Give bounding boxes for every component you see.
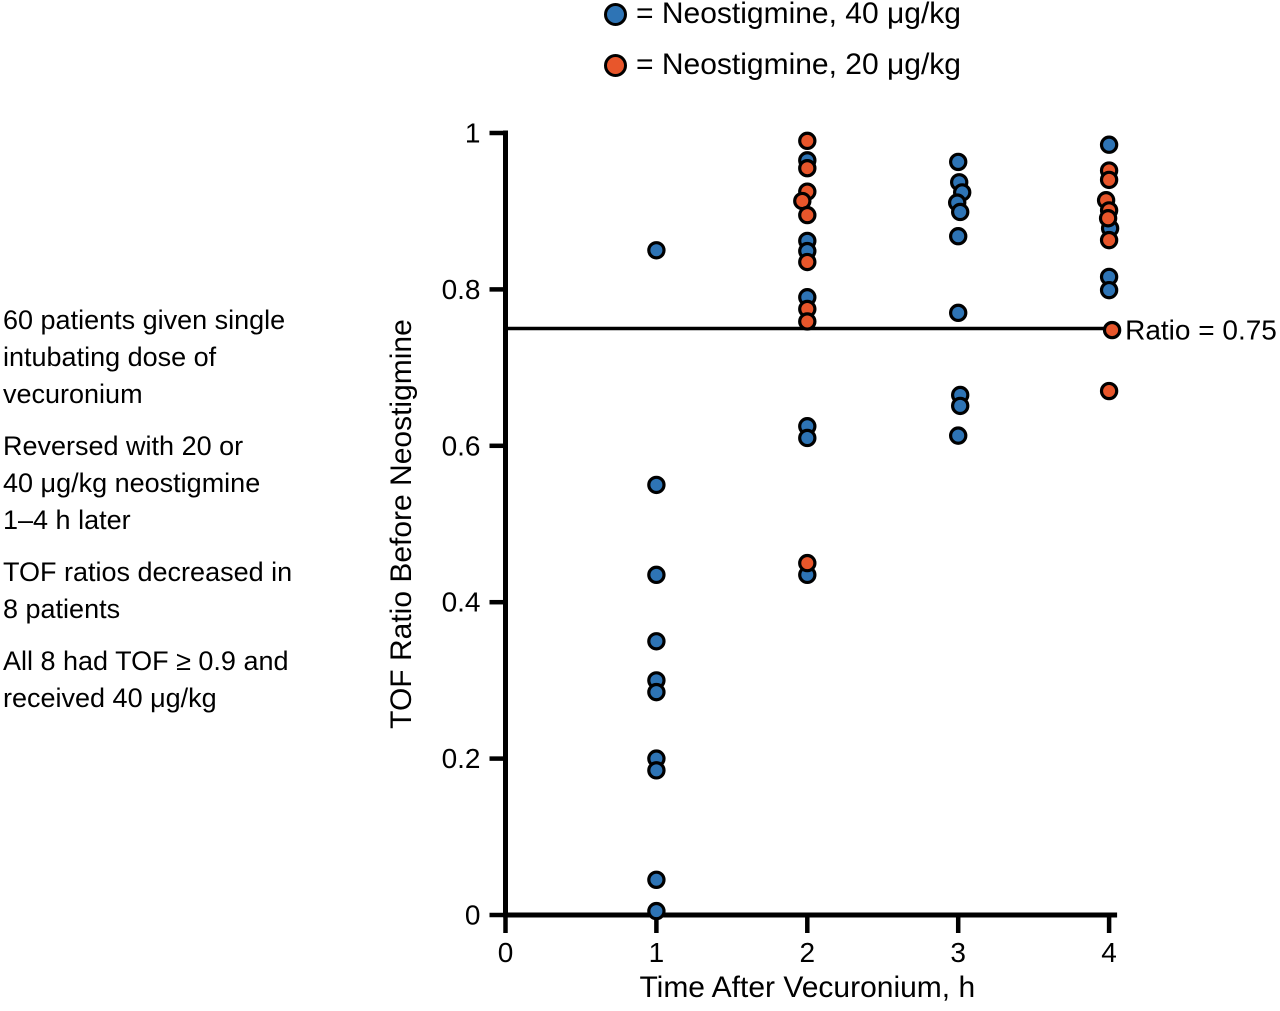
data-point-20ug [798,131,817,151]
y-tick-label: 1 [465,118,481,149]
data-point-20ug [1098,209,1118,228]
data-point-40ug [1099,280,1119,300]
data-point-20ug [1099,230,1119,250]
data-point-40ug [647,241,666,260]
data-point-20ug [798,158,817,178]
legend-item-20ug: = Neostigmine, 20 μg/kg [604,45,961,85]
y-tick-label: 0.4 [442,587,481,618]
data-point-20ug [798,252,817,272]
x-tick-label: 4 [1101,937,1117,968]
data-point-40ug [951,202,970,222]
data-point-40ug [647,870,666,890]
blue-circle-icon [604,2,627,26]
legend-item-40ug: = Neostigmine, 40 μg/kg [604,0,961,34]
data-point-40ug [647,565,666,585]
data-point-20ug [1102,320,1122,340]
data-point-40ug [949,227,968,246]
x-tick-label: 3 [950,937,966,968]
data-point-20ug [798,312,817,331]
data-point-40ug [949,152,968,172]
x-tick-label: 2 [800,937,816,968]
legend-label-40ug: = Neostigmine, 40 μg/kg [636,0,961,30]
data-point-40ug [647,761,666,780]
y-tick-label: 0.8 [442,274,481,305]
note-tof-threshold: All 8 had TOF ≥ 0.9 and received 40 μg/k… [3,646,289,713]
note-patients: 60 patients given single intubating dose… [3,305,286,409]
data-point-40ug [647,475,666,495]
x-tick-label: 1 [649,937,665,968]
legend-label-20ug: = Neostigmine, 20 μg/kg [636,48,961,81]
data-point-20ug [1099,170,1119,190]
data-point-40ug [647,682,666,702]
data-point-40ug [949,303,968,323]
note-tof-decrease: TOF ratios decreased in 8 patients [3,557,293,624]
data-point-40ug [949,426,968,445]
study-notes: 60 patients given single intubating dose… [3,302,353,732]
y-tick-label: 0 [465,900,481,931]
data-point-40ug [951,396,970,416]
data-point-20ug [798,205,817,225]
y-axis-title: TOF Ratio Before Neostigmine [385,319,418,729]
y-tick-label: 0.2 [442,743,481,774]
orange-circle-icon [604,53,627,77]
reference-line-label: Ratio = 0.75 [1125,315,1277,346]
y-tick-label: 0.6 [442,430,481,461]
data-point-40ug [798,428,817,448]
x-tick-label: 0 [498,937,514,968]
data-point-40ug [1099,135,1119,154]
data-point-20ug [1099,381,1119,401]
note-reversal: Reversed with 20 or 40 μg/kg neostigmine… [3,431,261,535]
data-point-20ug [798,553,817,573]
chart-legend: = Neostigmine, 40 μg/kg = Neostigmine, 2… [604,0,961,96]
data-point-40ug [647,901,666,921]
data-point-40ug [647,632,666,651]
x-axis-title: Time After Vecuronium, h [639,971,975,1004]
